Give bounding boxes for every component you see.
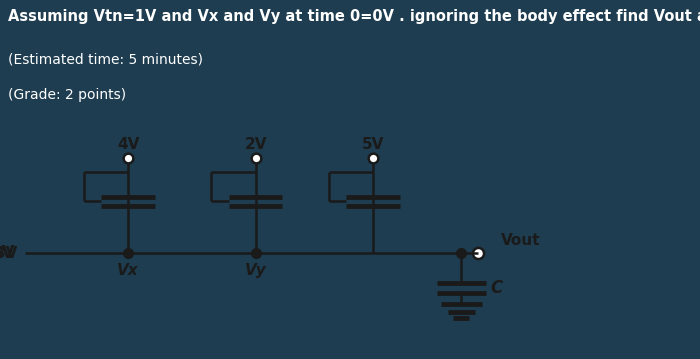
Text: (Estimated time: 5 minutes): (Estimated time: 5 minutes) [8, 52, 204, 66]
Text: 4V: 4V [117, 136, 139, 151]
Text: 2V: 2V [244, 136, 267, 151]
Text: 3V: 3V [0, 244, 15, 262]
Text: 5V: 5V [362, 136, 384, 151]
Text: Vout: Vout [500, 233, 540, 248]
Text: C: C [491, 279, 503, 297]
Text: Vy: Vy [244, 262, 267, 278]
Text: Vx: Vx [118, 262, 139, 278]
Text: 3V: 3V [0, 246, 18, 261]
Text: Assuming Vtn=1V and Vx and Vy at time 0=0V . ignoring the body effect find Vout : Assuming Vtn=1V and Vx and Vy at time 0=… [8, 9, 700, 24]
Text: (Grade: 2 points): (Grade: 2 points) [8, 88, 127, 102]
